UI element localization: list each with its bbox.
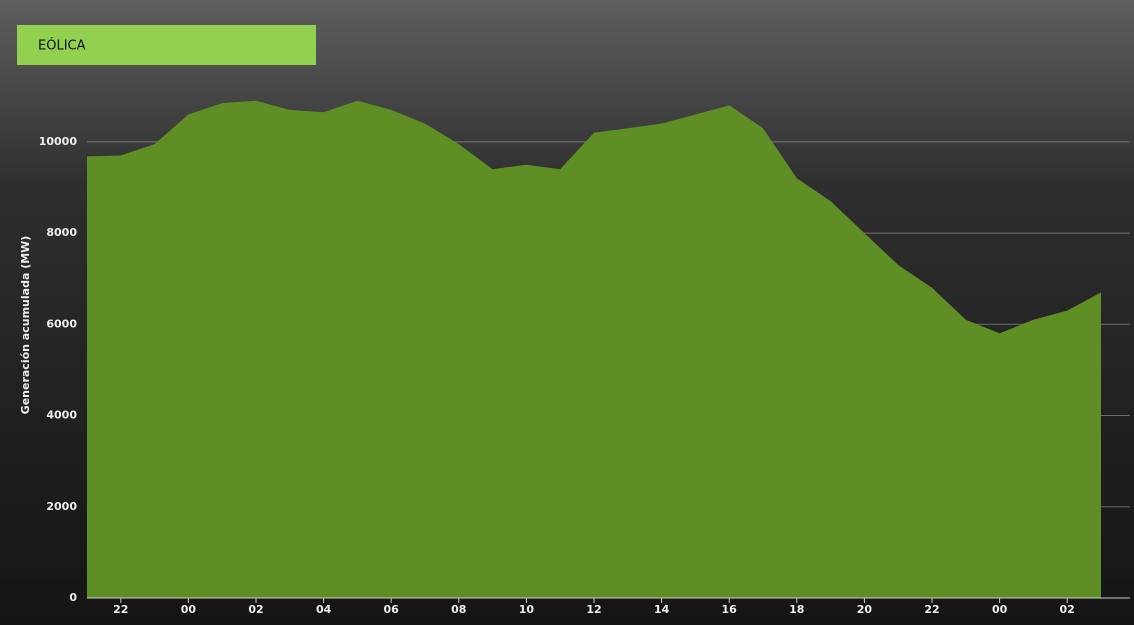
x-tick-label: 20 <box>857 603 873 616</box>
x-tick-label: 22 <box>924 603 939 616</box>
page: EÓLICA Generación acumulada (MW) 0200040… <box>0 0 1134 625</box>
y-tick-label: 6000 <box>46 317 77 330</box>
x-tick-label: 02 <box>248 603 263 616</box>
x-tick-label: 02 <box>1060 603 1075 616</box>
x-tick-label: 22 <box>113 603 128 616</box>
y-tick-label: 4000 <box>46 409 77 422</box>
x-tick-label: 10 <box>519 603 535 616</box>
y-tick-label: 2000 <box>46 500 77 513</box>
y-axis-label: Generación acumulada (MW) <box>19 236 32 415</box>
x-tick-label: 06 <box>384 603 400 616</box>
y-tick-label: 10000 <box>39 135 78 148</box>
x-tick-label: 00 <box>181 603 197 616</box>
x-tick-label: 08 <box>451 603 466 616</box>
x-tick-label: 16 <box>722 603 738 616</box>
y-tick-label: 8000 <box>46 226 77 239</box>
x-tick-label: 12 <box>586 603 601 616</box>
x-tick-label: 04 <box>316 603 332 616</box>
x-tick-label: 00 <box>992 603 1008 616</box>
chart-title: EÓLICA <box>38 38 86 54</box>
x-tick-label: 18 <box>789 603 804 616</box>
chart: EÓLICA Generación acumulada (MW) 0200040… <box>0 0 1134 625</box>
x-tick-label: 14 <box>654 603 670 616</box>
y-tick-label: 0 <box>69 591 77 604</box>
